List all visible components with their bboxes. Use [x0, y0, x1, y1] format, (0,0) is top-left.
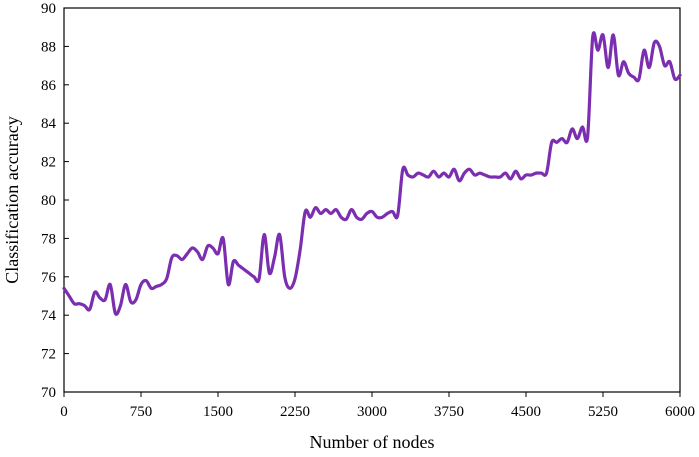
y-tick-label: 72: [41, 347, 56, 363]
x-tick-label: 3750: [434, 404, 464, 420]
x-axis-title: Number of nodes: [310, 432, 435, 452]
x-tick-label: 3000: [357, 404, 387, 420]
y-axis: 70 72 74 76 78 80 82 84 86 88 90: [41, 1, 69, 401]
x-tick-label: 6000: [665, 404, 695, 420]
x-tick-label: 4500: [511, 404, 541, 420]
x-tick-label: 0: [60, 404, 68, 420]
y-tick-label: 82: [41, 155, 56, 171]
series-line: [62, 31, 682, 316]
x-tick-label: 750: [130, 404, 153, 420]
x-tick-label: 2250: [280, 404, 310, 420]
y-tick-label: 86: [41, 78, 57, 94]
y-axis-title: Classification accuracy: [2, 116, 22, 283]
series-layer: [62, 31, 682, 316]
plot-area: [63, 7, 681, 393]
x-tick-label: 5250: [588, 404, 618, 420]
y-tick-label: 80: [41, 193, 56, 209]
y-tick-label: 88: [41, 39, 56, 55]
y-tick-label: 84: [41, 116, 57, 132]
x-tick-label: 1500: [203, 404, 233, 420]
y-tick-label: 78: [41, 231, 56, 247]
y-tick-label: 76: [41, 270, 57, 286]
plot-frame: [63, 7, 681, 393]
y-tick-label: 74: [41, 308, 57, 324]
x-axis: 0 750 1500 2250 3000 3750 4500 5250 6000: [60, 392, 695, 420]
y-tick-label: 70: [41, 385, 56, 401]
y-tick-label: 90: [41, 1, 56, 17]
